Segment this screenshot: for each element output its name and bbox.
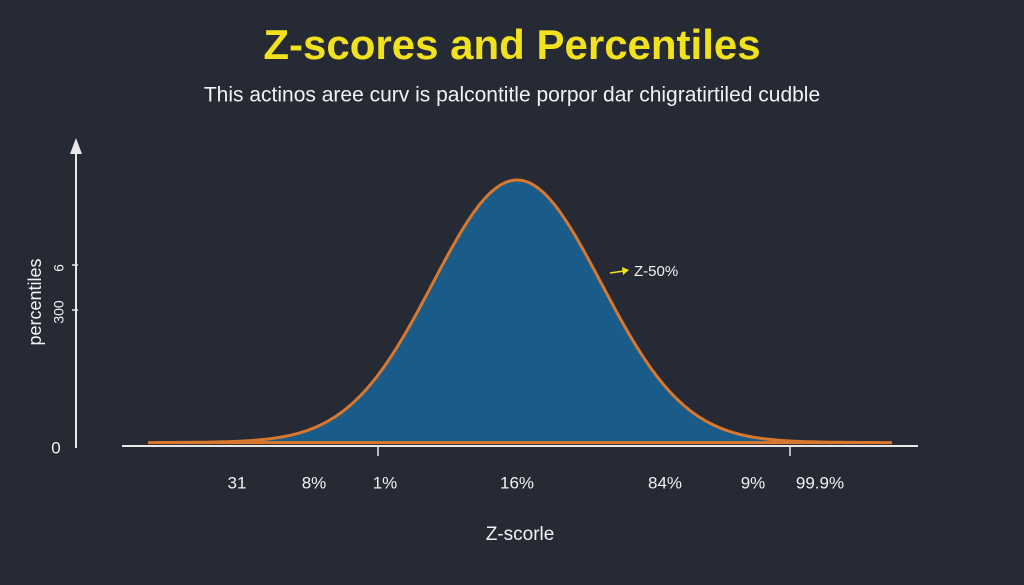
x-tick-label: 16% — [500, 473, 534, 492]
annotation-arrow — [609, 270, 625, 274]
x-tick-label: 31 — [228, 473, 247, 492]
y-tick-label: 300 — [51, 300, 67, 324]
y-axis-title: percentiles — [25, 258, 45, 345]
y-axis-arrow — [70, 138, 82, 154]
x-tick-label: 9% — [741, 473, 766, 492]
x-tick-label: 99.9% — [796, 473, 844, 492]
bell-curve — [148, 178, 892, 445]
x-tick-label: 1% — [373, 473, 398, 492]
annotation-arrowhead — [622, 267, 629, 275]
x-axis-title: Z-scorle — [486, 524, 555, 545]
x-tick-label: 8% — [302, 473, 327, 492]
y-tick-label: 6 — [51, 264, 67, 272]
subtitle: This actinos aree curv is palcontitle po… — [204, 84, 820, 107]
x-tick-labels: 31 8% 1% 16% 84% 9% 99.9% — [228, 473, 845, 492]
title: Z-scores and Percentiles — [263, 21, 760, 68]
annotation: Z-50% — [634, 263, 678, 280]
y-tick-label: 0 — [51, 438, 60, 457]
x-tick-label: 84% — [648, 473, 682, 492]
